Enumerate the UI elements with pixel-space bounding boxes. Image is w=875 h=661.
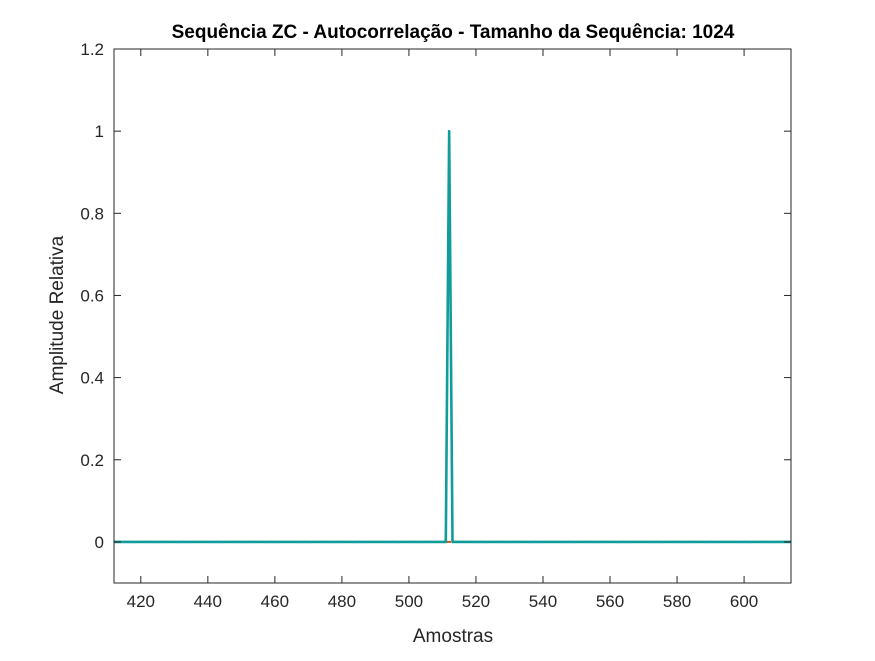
y-tick-label: 0.8 xyxy=(80,204,104,223)
chart-title: Sequência ZC - Autocorrelação - Tamanho … xyxy=(172,22,735,43)
axes-box xyxy=(113,48,792,584)
y-tick-label: 1 xyxy=(95,122,104,141)
x-tick-label: 580 xyxy=(663,592,691,611)
y-axis-label: Amplitude Relativa xyxy=(47,235,68,394)
x-tick-label: 480 xyxy=(328,592,356,611)
y-axis-ticks: 0 0.2 0.4 0.6 0.8 1 1.2 xyxy=(80,40,791,552)
y-tick-label: 0.4 xyxy=(80,369,104,388)
x-tick-label: 560 xyxy=(596,592,624,611)
x-tick-label: 460 xyxy=(261,592,289,611)
x-tick-label: 600 xyxy=(730,592,758,611)
y-tick-label: 0.2 xyxy=(80,451,104,470)
y-tick-label: 1.2 xyxy=(80,40,104,59)
x-tick-label: 540 xyxy=(529,592,557,611)
series-line-2 xyxy=(114,129,791,544)
axes-frame xyxy=(113,48,792,584)
x-axis-label: Amostras xyxy=(413,626,493,647)
x-tick-label: 500 xyxy=(395,592,423,611)
x-tick-label: 440 xyxy=(194,592,222,611)
x-axis-ticks: 420 440 460 480 500 520 540 560 580 600 xyxy=(127,49,758,611)
x-tick-label: 520 xyxy=(462,592,490,611)
y-tick-label: 0 xyxy=(95,533,104,552)
series-layer xyxy=(114,129,791,544)
y-tick-label: 0.6 xyxy=(80,286,104,305)
x-tick-label: 420 xyxy=(127,592,155,611)
